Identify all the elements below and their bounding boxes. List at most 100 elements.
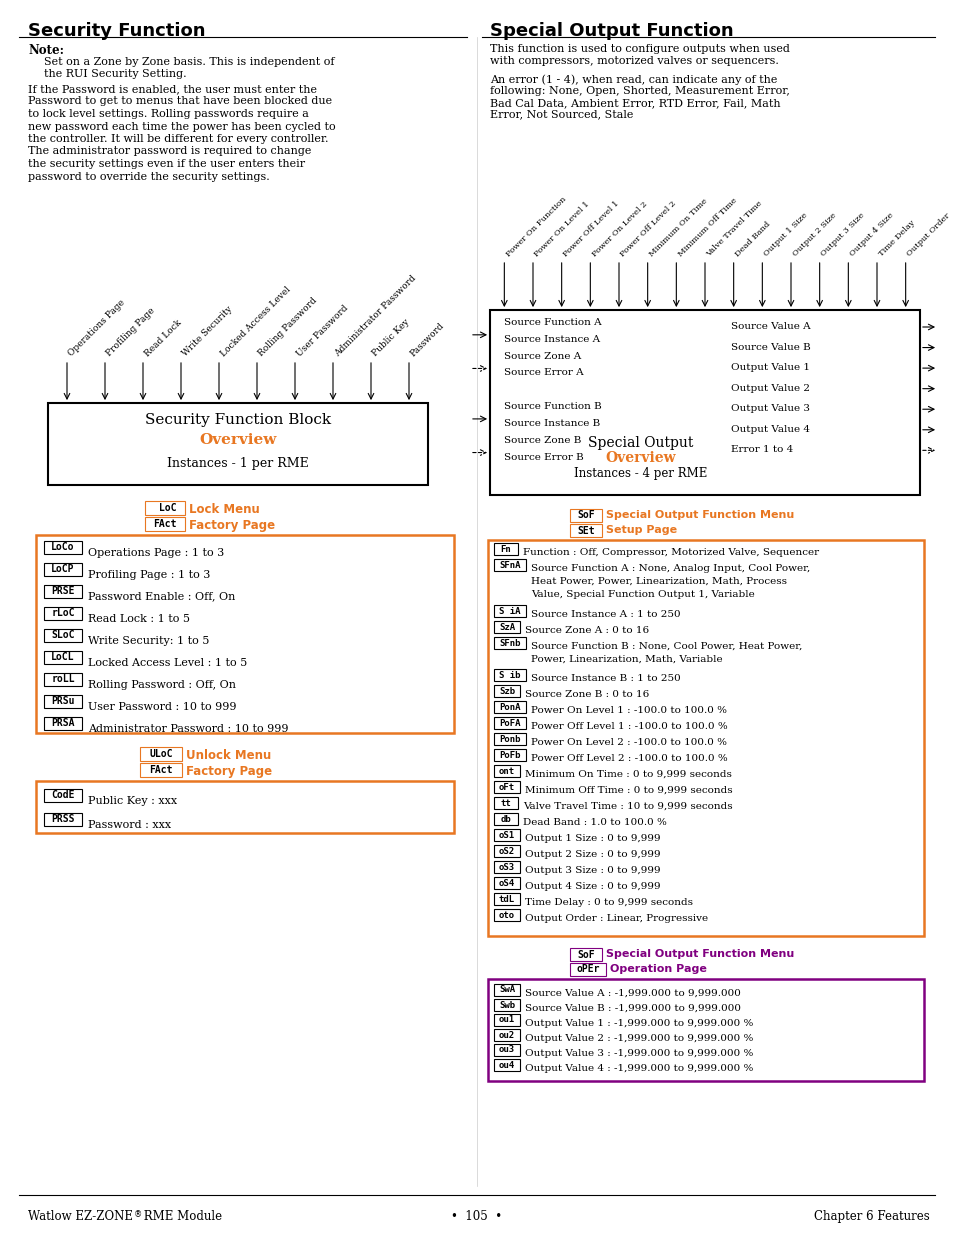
Text: Source Instance B : 1 to 250: Source Instance B : 1 to 250 (531, 674, 680, 683)
Text: Special Output Function Menu: Special Output Function Menu (605, 510, 794, 520)
Text: Output Value 1: Output Value 1 (730, 363, 809, 372)
Text: Rolling Password: Rolling Password (256, 296, 319, 358)
Text: Ponb: Ponb (498, 735, 520, 743)
Text: Dead Band : 1.0 to 100.0 %: Dead Band : 1.0 to 100.0 % (522, 818, 666, 827)
Text: PRSA: PRSA (51, 719, 74, 729)
Text: Output Value 4: Output Value 4 (730, 425, 809, 433)
Text: ULoC: ULoC (149, 748, 172, 760)
Text: ®: ® (133, 1210, 142, 1219)
Text: Power On Function: Power On Function (504, 195, 567, 258)
Text: Heat Power, Power, Linearization, Math, Process: Heat Power, Power, Linearization, Math, … (531, 577, 786, 585)
Text: Read Lock : 1 to 5: Read Lock : 1 to 5 (88, 614, 190, 624)
Bar (140, 763, 182, 777)
Text: Fn: Fn (500, 545, 511, 553)
Text: Password Enable : Off, On: Password Enable : Off, On (88, 592, 235, 601)
Text: Factory Page: Factory Page (186, 764, 272, 778)
Text: roLL: roLL (51, 674, 74, 684)
Text: Output Value 2 : -1,999.000 to 9,999.000 %: Output Value 2 : -1,999.000 to 9,999.000… (524, 1034, 753, 1044)
Text: Source Function B: Source Function B (503, 403, 601, 411)
Text: rLoC: rLoC (51, 609, 74, 619)
Bar (494, 685, 519, 697)
Text: Output Value 4 : -1,999.000 to 9,999.000 %: Output Value 4 : -1,999.000 to 9,999.000… (524, 1065, 753, 1073)
Text: Security Function: Security Function (28, 22, 205, 40)
Text: S iA: S iA (498, 606, 520, 615)
Text: S ib: S ib (498, 671, 520, 679)
Text: tt: tt (500, 799, 511, 808)
Text: RME Module: RME Module (140, 1210, 222, 1223)
Text: Minimum On Time: Minimum On Time (647, 196, 708, 258)
Text: Locked Access Level: Locked Access Level (219, 284, 293, 358)
Text: ont: ont (498, 767, 515, 776)
Text: Time Delay : 0 to 9,999 seconds: Time Delay : 0 to 9,999 seconds (524, 898, 692, 906)
Text: Write Security: 1 to 5: Write Security: 1 to 5 (88, 636, 209, 646)
Bar (494, 559, 525, 571)
Bar (44, 695, 82, 708)
Text: Minimum Off Time : 0 to 9,999 seconds: Minimum Off Time : 0 to 9,999 seconds (524, 785, 732, 795)
Text: Source Function A: Source Function A (503, 317, 601, 327)
Bar (494, 543, 517, 555)
Text: Valve Travel Time: Valve Travel Time (704, 199, 763, 258)
Bar (494, 845, 519, 857)
Text: LoC: LoC (153, 503, 176, 513)
Bar (488, 540, 923, 936)
Bar (494, 605, 525, 618)
Text: Write Security: Write Security (181, 305, 234, 358)
Text: An error (1 - 4), when read, can indicate any of the
following: None, Open, Shor: An error (1 - 4), when read, can indicat… (490, 74, 789, 120)
Bar (494, 701, 525, 713)
Text: ou3: ou3 (498, 1046, 515, 1055)
Bar (494, 1058, 519, 1071)
Bar (490, 310, 919, 495)
Text: Source Zone A: Source Zone A (503, 352, 580, 361)
Text: FAct: FAct (149, 764, 172, 776)
Text: oPEr: oPEr (576, 965, 599, 974)
Bar (44, 673, 82, 685)
Bar (44, 651, 82, 664)
Text: Source Zone A : 0 to 16: Source Zone A : 0 to 16 (524, 626, 648, 635)
Text: If the Password is enabled, the user must enter the: If the Password is enabled, the user mus… (28, 84, 316, 94)
Text: •  105  •: • 105 • (451, 1210, 502, 1223)
Text: Swb: Swb (498, 1000, 515, 1009)
Text: Public Key : xxx: Public Key : xxx (88, 795, 177, 805)
Text: Output Value 2: Output Value 2 (730, 384, 809, 393)
Text: Password : xxx: Password : xxx (88, 820, 171, 830)
Text: oS4: oS4 (498, 878, 515, 888)
Bar (44, 718, 82, 730)
Text: Power On Level 2: Power On Level 2 (590, 200, 648, 258)
Bar (145, 501, 185, 515)
Text: Profiling Page : 1 to 3: Profiling Page : 1 to 3 (88, 569, 211, 579)
Text: Chapter 6 Features: Chapter 6 Features (814, 1210, 929, 1223)
Text: Output 3 Size: Output 3 Size (819, 211, 865, 258)
Text: PoFA: PoFA (498, 719, 520, 727)
Text: Power On Level 1: Power On Level 1 (533, 200, 591, 258)
Text: Output 1 Size : 0 to 9,999: Output 1 Size : 0 to 9,999 (524, 834, 659, 844)
Text: Source Value A : -1,999.000 to 9,999.000: Source Value A : -1,999.000 to 9,999.000 (524, 989, 740, 998)
Bar (494, 797, 517, 809)
Bar (494, 829, 519, 841)
Bar (494, 861, 519, 873)
Text: Special Output Function: Special Output Function (490, 22, 733, 40)
Text: Setup Page: Setup Page (605, 525, 677, 535)
Text: SEt: SEt (577, 526, 594, 536)
Text: Output Value 3 : -1,999.000 to 9,999.000 %: Output Value 3 : -1,999.000 to 9,999.000… (524, 1049, 753, 1058)
Text: Time Delay: Time Delay (876, 219, 916, 258)
Bar (44, 629, 82, 642)
Text: db: db (500, 815, 511, 824)
Text: Source Value A: Source Value A (730, 322, 810, 331)
Text: Value, Special Function Output 1, Variable: Value, Special Function Output 1, Variab… (531, 590, 754, 599)
Text: new password each time the power has been cycled to: new password each time the power has bee… (28, 121, 335, 131)
Text: Special Output Function Menu: Special Output Function Menu (605, 948, 794, 960)
Text: ou2: ou2 (498, 1030, 515, 1040)
Text: Output 2 Size: Output 2 Size (790, 211, 837, 258)
Text: CodE: CodE (51, 790, 74, 800)
Text: PRSS: PRSS (51, 815, 74, 825)
Text: Output 4 Size: Output 4 Size (847, 211, 894, 258)
Text: Output 3 Size : 0 to 9,999: Output 3 Size : 0 to 9,999 (524, 866, 659, 876)
Bar (569, 524, 601, 537)
Text: Factory Page: Factory Page (189, 519, 274, 532)
Bar (44, 563, 82, 576)
Text: Minimum On Time : 0 to 9,999 seconds: Minimum On Time : 0 to 9,999 seconds (524, 769, 731, 779)
Text: User Password: User Password (294, 303, 350, 358)
Text: the security settings even if the user enters their: the security settings even if the user e… (28, 159, 305, 169)
Text: Source Error A: Source Error A (503, 368, 583, 378)
Text: Read Lock: Read Lock (143, 317, 183, 358)
